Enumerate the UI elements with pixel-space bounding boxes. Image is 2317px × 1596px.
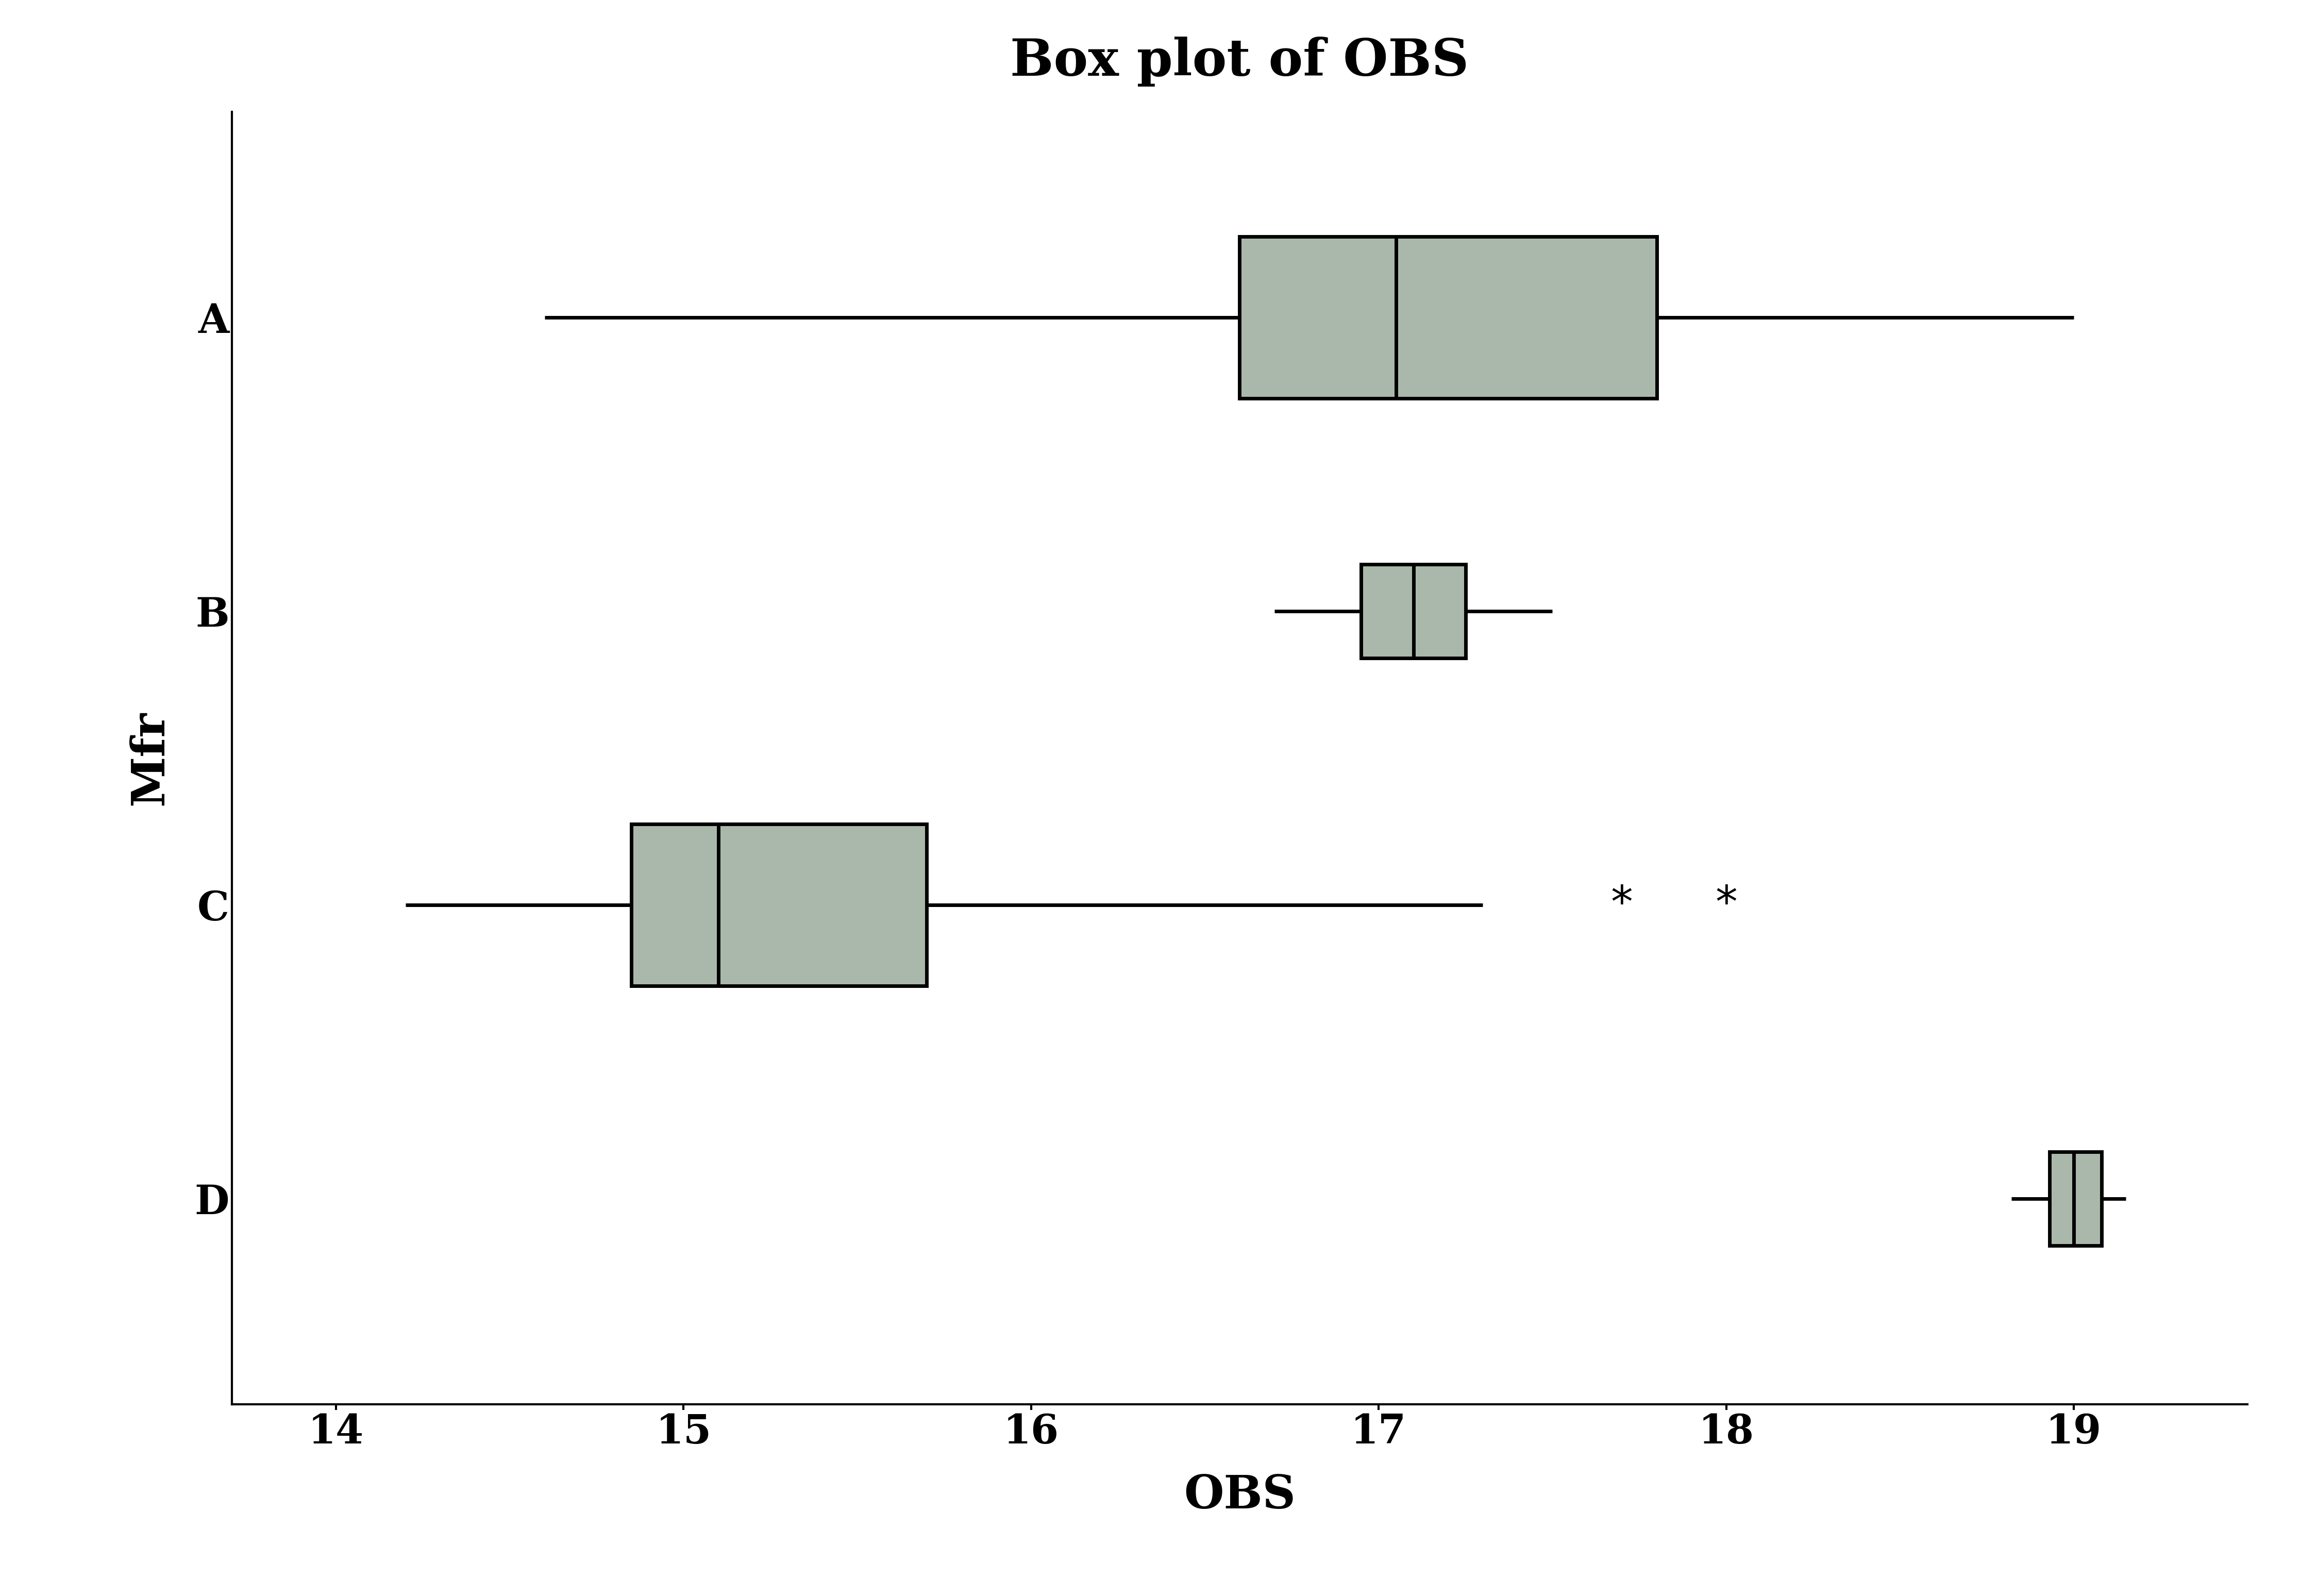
Y-axis label: Mfr: Mfr [127,710,174,806]
X-axis label: OBS: OBS [1184,1473,1295,1518]
Text: *: * [1610,884,1633,926]
Bar [2051,1152,2102,1246]
Bar [1362,565,1467,658]
Bar [1240,236,1657,397]
Title: Box plot of OBS: Box plot of OBS [1010,37,1469,86]
Bar [633,824,927,986]
Text: *: * [1715,884,1738,926]
